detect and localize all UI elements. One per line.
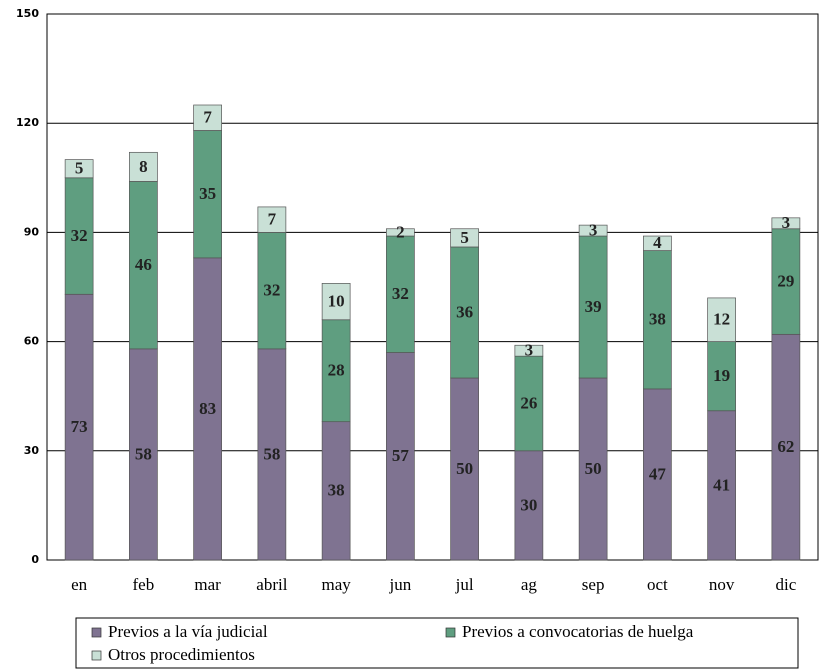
bar-segment bbox=[514, 450, 544, 561]
data-label: 29 bbox=[777, 271, 794, 290]
data-label: 32 bbox=[392, 284, 409, 303]
data-label: 8 bbox=[139, 157, 148, 176]
y-tick-label: 150 bbox=[16, 7, 39, 20]
legend-label: Previos a convocatorias de huelga bbox=[462, 622, 694, 641]
data-label: 4 bbox=[653, 233, 662, 252]
bar-segment bbox=[643, 250, 672, 390]
bar-segment bbox=[707, 410, 736, 561]
bar-segment bbox=[129, 348, 158, 561]
legend-swatch bbox=[91, 650, 102, 661]
legend-box bbox=[75, 617, 799, 669]
bar-segment bbox=[514, 344, 544, 357]
data-label: 30 bbox=[520, 495, 537, 514]
data-label: 28 bbox=[328, 361, 345, 380]
data-label: 3 bbox=[525, 341, 534, 360]
bar-segment bbox=[771, 217, 801, 230]
data-label: 47 bbox=[649, 464, 667, 483]
data-label: 5 bbox=[460, 228, 469, 247]
x-tick-label: mar bbox=[194, 575, 221, 594]
y-tick-label: 30 bbox=[24, 444, 40, 457]
x-tick-label: dic bbox=[775, 575, 796, 594]
bar-segment bbox=[386, 228, 415, 237]
bar-segment bbox=[321, 421, 351, 561]
data-label: 12 bbox=[713, 310, 730, 329]
bar-segment bbox=[578, 235, 608, 379]
data-label: 58 bbox=[263, 444, 280, 463]
bar-segment bbox=[193, 104, 222, 131]
bar-segment bbox=[707, 341, 736, 412]
data-label: 50 bbox=[456, 459, 473, 478]
x-tick-label: abril bbox=[256, 575, 287, 594]
data-label: 62 bbox=[777, 437, 794, 456]
bar-segment bbox=[578, 377, 608, 561]
data-label: 5 bbox=[75, 159, 84, 178]
bar-segment bbox=[514, 355, 544, 452]
data-label: 39 bbox=[585, 297, 602, 316]
data-label: 7 bbox=[268, 210, 277, 229]
data-label: 10 bbox=[328, 291, 345, 310]
y-tick-label: 90 bbox=[24, 225, 40, 238]
bar-segment bbox=[643, 235, 672, 251]
plot-frame bbox=[46, 13, 819, 561]
x-tick-label: sep bbox=[582, 575, 605, 594]
data-label: 83 bbox=[199, 399, 216, 418]
bar-segment bbox=[129, 181, 158, 350]
bar-segment bbox=[643, 388, 672, 561]
data-label: 2 bbox=[396, 222, 405, 241]
bar-segment bbox=[771, 333, 801, 561]
bar-segment bbox=[321, 283, 351, 321]
bar-segment bbox=[450, 228, 479, 248]
bar-segment bbox=[450, 246, 479, 379]
data-label: 58 bbox=[135, 444, 152, 463]
data-label: 3 bbox=[589, 220, 598, 239]
bar-segment bbox=[386, 235, 415, 353]
x-tick-label: may bbox=[321, 575, 351, 594]
data-label: 38 bbox=[328, 481, 345, 500]
data-label: 32 bbox=[71, 226, 88, 245]
bar-segment bbox=[257, 348, 287, 561]
data-label: 46 bbox=[135, 255, 152, 274]
data-label: 38 bbox=[649, 310, 666, 329]
x-tick-label: feb bbox=[133, 575, 155, 594]
x-tick-label: jul bbox=[455, 575, 474, 594]
x-tick-label: jun bbox=[389, 575, 412, 594]
bar-segment bbox=[450, 377, 479, 561]
x-tick-label: oct bbox=[647, 575, 668, 594]
x-tick-label: en bbox=[71, 575, 88, 594]
bar-segment bbox=[257, 206, 287, 233]
bar-segment bbox=[64, 177, 94, 295]
data-label: 3 bbox=[782, 213, 791, 232]
data-label: 73 bbox=[71, 417, 88, 436]
x-tick-label: ag bbox=[521, 575, 538, 594]
y-tick-label: 60 bbox=[24, 335, 40, 348]
data-label: 7 bbox=[203, 108, 212, 127]
y-tick-label: 0 bbox=[31, 553, 39, 566]
data-label: 36 bbox=[456, 302, 473, 321]
legend-swatch bbox=[91, 627, 102, 638]
bar-segment bbox=[64, 293, 94, 561]
bar-segment bbox=[193, 130, 222, 259]
data-label: 32 bbox=[263, 281, 280, 300]
legend-label: Otros procedimientos bbox=[108, 645, 255, 664]
y-tick-label: 120 bbox=[16, 116, 39, 129]
data-label: 50 bbox=[585, 459, 602, 478]
data-label: 41 bbox=[713, 475, 730, 494]
bar-segment bbox=[321, 319, 351, 423]
data-label: 19 bbox=[713, 366, 730, 385]
bar-segment bbox=[707, 297, 736, 342]
legend-label: Previos a la vía judicial bbox=[108, 622, 268, 641]
legend-swatch bbox=[445, 627, 456, 638]
data-label: 35 bbox=[199, 184, 216, 203]
data-label: 26 bbox=[520, 393, 537, 412]
x-tick-label: nov bbox=[709, 575, 735, 594]
bar-segment bbox=[64, 159, 94, 179]
data-label: 57 bbox=[392, 446, 410, 465]
bar-segment bbox=[578, 224, 608, 237]
bar-segment bbox=[386, 352, 415, 561]
bar-segment bbox=[129, 151, 158, 182]
